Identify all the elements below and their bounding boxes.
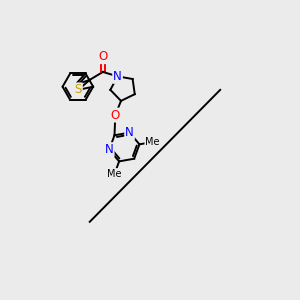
- Text: O: O: [111, 109, 120, 122]
- Text: N: N: [105, 143, 114, 156]
- Text: Me: Me: [145, 137, 160, 147]
- Text: N: N: [125, 126, 134, 139]
- Text: N: N: [113, 70, 122, 83]
- Text: S: S: [74, 83, 82, 96]
- Text: Me: Me: [107, 169, 122, 178]
- Text: O: O: [98, 50, 107, 63]
